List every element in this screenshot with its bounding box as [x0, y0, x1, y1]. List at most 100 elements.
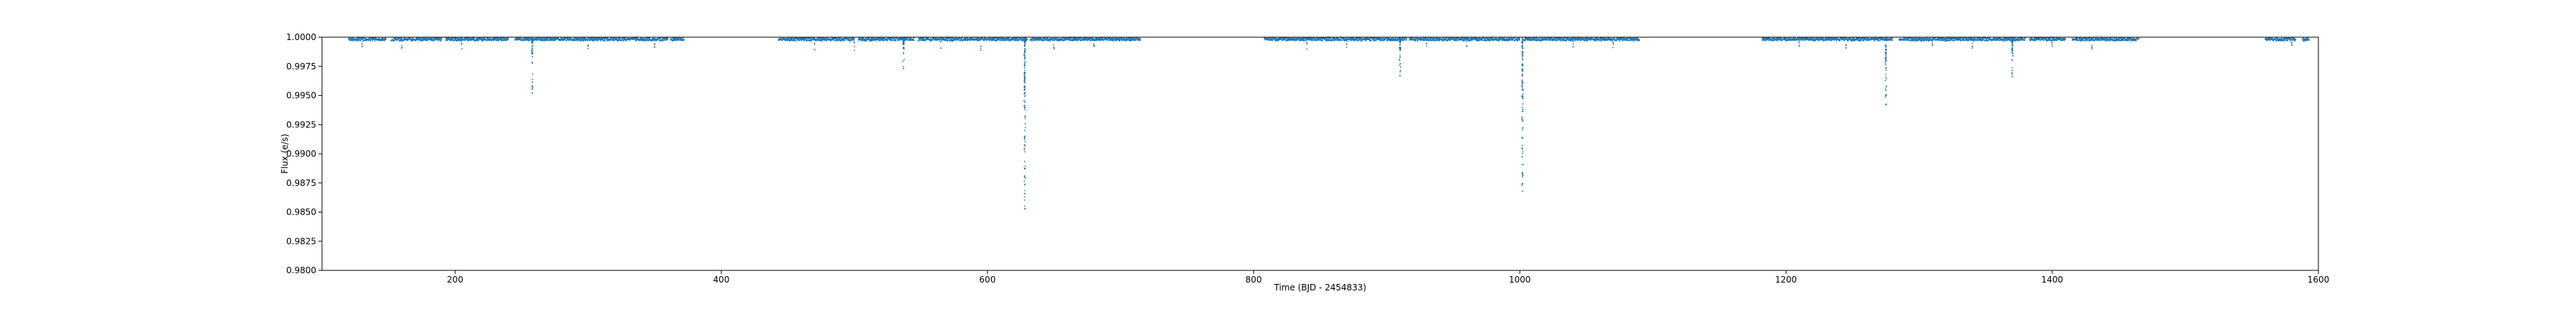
flux-point — [1026, 38, 1028, 40]
flux-point — [649, 37, 650, 39]
flux-point — [1108, 39, 1110, 41]
flux-point — [1554, 39, 1556, 41]
flux-point — [852, 39, 854, 41]
flux-point — [879, 39, 881, 41]
flux-point — [898, 39, 900, 41]
flux-point — [1272, 39, 1274, 41]
flux-point — [1297, 39, 1298, 41]
flux-point — [1781, 40, 1783, 41]
flux-point — [904, 39, 906, 41]
flux-point — [371, 40, 374, 41]
flux-point — [360, 39, 361, 41]
flux-point — [837, 39, 839, 41]
flux-point — [1008, 37, 1010, 39]
flux-point — [1139, 37, 1141, 39]
flux-point — [1135, 39, 1137, 41]
flux-point — [991, 39, 992, 41]
flux-point — [475, 40, 477, 41]
flux-point — [849, 40, 852, 42]
flux-point — [1599, 40, 1601, 42]
flux-point — [624, 37, 626, 39]
flux-point — [385, 39, 387, 41]
flux-point — [544, 37, 546, 39]
flux-point — [563, 39, 565, 41]
flux-point — [1465, 39, 1467, 41]
flux-point — [352, 37, 354, 39]
flux-point — [996, 37, 998, 39]
flux-point — [897, 39, 899, 41]
flux-point — [955, 39, 957, 41]
flux-point — [1524, 40, 1526, 41]
flux-point — [1318, 39, 1319, 41]
flux-point — [811, 39, 813, 41]
flux-point — [809, 37, 811, 39]
flux-point — [1014, 39, 1016, 40]
flux-point — [680, 37, 683, 39]
flux-point — [1619, 39, 1621, 41]
flux-point — [862, 37, 864, 39]
flux-point — [836, 37, 839, 39]
flux-point — [958, 39, 960, 41]
flux-point — [644, 38, 645, 39]
flux-point — [919, 39, 920, 41]
flux-point — [643, 40, 645, 42]
flux-point — [617, 40, 619, 42]
flux-point — [427, 39, 429, 41]
flux-point — [1543, 39, 1544, 41]
flux-point — [1040, 37, 1042, 39]
flux-point — [913, 39, 915, 41]
flux-point — [455, 39, 457, 41]
flux-point — [794, 39, 795, 40]
flux-point — [434, 39, 435, 41]
flux-point — [354, 38, 356, 39]
flux-point — [1536, 37, 1538, 39]
flux-point — [545, 39, 547, 41]
flux-point — [1405, 38, 1407, 40]
flux-point — [806, 37, 808, 39]
flux-point — [620, 38, 622, 39]
flux-point — [515, 39, 517, 41]
flux-point — [1090, 40, 1092, 41]
flux-point — [575, 39, 577, 41]
flux-point — [593, 39, 595, 41]
flux-point — [1017, 38, 1019, 40]
flux-point — [799, 39, 800, 41]
flux-point — [1506, 40, 1508, 42]
flux-point — [453, 40, 455, 42]
flux-point — [910, 37, 912, 39]
flux-point — [1370, 40, 1372, 41]
flux-point — [841, 40, 844, 41]
flux-point — [494, 38, 497, 39]
flux-point — [604, 40, 606, 42]
flux-point — [555, 37, 557, 39]
flux-point — [507, 38, 509, 39]
flux-point — [604, 38, 606, 40]
flux-point — [1055, 37, 1058, 39]
flux-point — [623, 40, 625, 42]
flux-point — [1614, 37, 1616, 39]
flux-point — [498, 39, 500, 41]
flux-point — [523, 40, 525, 41]
flux-point — [582, 40, 585, 42]
flux-point — [843, 39, 844, 41]
flux-point — [482, 37, 484, 39]
flux-point — [795, 40, 797, 42]
flux-point — [1780, 37, 1782, 39]
flux-point — [1048, 38, 1050, 39]
flux-point — [906, 38, 908, 40]
flux-point — [415, 40, 416, 41]
flux-point — [613, 40, 615, 41]
flux-point — [399, 40, 401, 42]
flux-point — [1046, 38, 1048, 40]
flux-point — [1001, 39, 1002, 41]
flux-point — [950, 40, 952, 42]
flux-point — [864, 40, 866, 42]
flux-point — [1518, 39, 1521, 41]
flux-point — [678, 38, 680, 40]
flux-point — [820, 40, 822, 42]
flux-point — [381, 40, 383, 41]
flux-point — [969, 39, 971, 41]
flux-point — [595, 40, 597, 41]
flux-point — [467, 39, 469, 41]
